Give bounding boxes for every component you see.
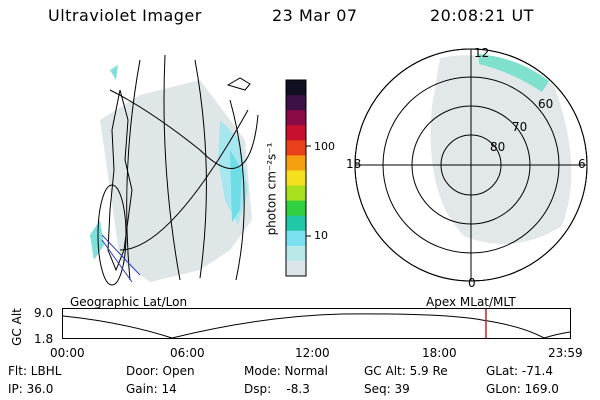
mlat-label-80: 80 [490, 140, 506, 154]
polar-emission [430, 55, 572, 244]
colorbar-swatch [286, 140, 306, 156]
mlt-label-0: 0 [468, 276, 476, 290]
colorbar-swatch [286, 215, 306, 232]
instrument-title: Ultraviolet Imager [48, 6, 202, 25]
altitude-tick-max: 9.0 [34, 306, 54, 320]
altitude-curve [62, 313, 571, 339]
mlat-label-60: 60 [538, 97, 554, 111]
colorbar-tick-10: 10 [314, 229, 328, 242]
colorbar-swatch [286, 170, 306, 187]
altitude-frame [62, 308, 571, 339]
time-tick-2359: 23:59 [548, 346, 583, 360]
colorbar-swatch [286, 185, 306, 202]
coastline [107, 89, 133, 272]
status-seq: Seq: 39 [364, 382, 410, 396]
colorbar-swatch [286, 245, 306, 262]
polar-plot [354, 48, 588, 282]
altitude-strip [62, 308, 571, 339]
colorbar-tick-100: 100 [314, 140, 335, 153]
time-tick-1800: 18:00 [422, 346, 457, 360]
status-glon: GLon: 169.0 [486, 382, 559, 396]
mlt-label-18: 18 [346, 157, 362, 171]
colorbar-swatches [286, 80, 306, 277]
orbit-track [101, 234, 141, 276]
geographic-image [90, 54, 259, 286]
status-gain: Gain: 14 [126, 382, 177, 396]
colorbar-swatch [286, 200, 306, 217]
colorbar-swatch [286, 95, 306, 111]
colorbar-swatch [286, 230, 306, 247]
altitude-tick-min: 1.8 [34, 332, 54, 346]
colorbar-swatch [286, 260, 306, 277]
status-mode: Mode: Normal [244, 364, 328, 378]
status-gc-alt: GC Alt: 5.9 Re [364, 364, 448, 378]
emission-spot [110, 65, 118, 80]
status-glat: GLat: -71.4 [486, 364, 553, 378]
altitude-axis-label: GC Alt [9, 308, 24, 346]
status-ip: IP: 36.0 [8, 382, 54, 396]
emission-spot [90, 220, 104, 260]
time-tick-0600: 06:00 [170, 346, 205, 360]
time-tick-1200: 12:00 [295, 346, 330, 360]
colorbar-swatch [286, 125, 306, 141]
colorbar-swatch [286, 155, 306, 171]
status-door: Door: Open [126, 364, 195, 378]
colorbar-unit-label: photon cm⁻²s⁻¹ [264, 142, 279, 236]
colorbar-swatch [286, 110, 306, 126]
mlat-label-70: 70 [512, 120, 528, 134]
date-label: 23 Mar 07 [272, 6, 358, 25]
apex-label: Apex MLat/MLT [426, 295, 516, 309]
time-tick-0000: 00:00 [50, 346, 85, 360]
mlt-label-6: 6 [578, 157, 586, 171]
mlt-label-12: 12 [474, 46, 490, 60]
polar-auroral-arc [479, 54, 549, 92]
colorbar-swatch [286, 80, 306, 96]
terminator-ellipse [97, 184, 127, 286]
orbit-track [101, 239, 133, 283]
emission-region [100, 80, 252, 282]
status-filter: Flt: LBHL [8, 364, 62, 378]
coastline [226, 77, 251, 91]
time-label: 20:08:21 UT [430, 6, 534, 25]
colorbar [285, 79, 311, 277]
status-dsp: Dsp: -8.3 [244, 382, 310, 396]
geographic-label: Geographic Lat/Lon [70, 295, 188, 309]
colorbar-frame [285, 79, 307, 277]
